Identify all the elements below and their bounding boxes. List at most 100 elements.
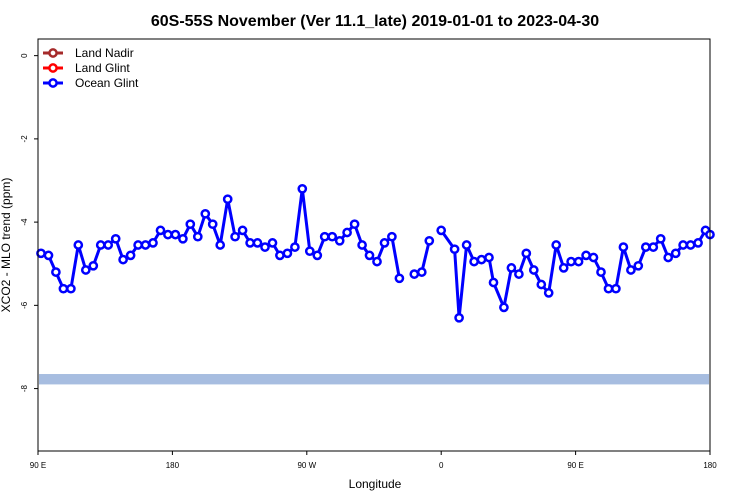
data-point <box>655 233 666 244</box>
data-point <box>95 240 106 250</box>
x-axis-title: Longitude <box>349 477 402 491</box>
data-point <box>416 267 427 277</box>
data-point <box>364 250 375 261</box>
legend-marker <box>48 78 58 88</box>
data-point <box>252 238 263 248</box>
data-point <box>297 183 308 194</box>
data-point <box>588 252 599 263</box>
data-point <box>304 246 315 257</box>
data-point <box>163 229 173 240</box>
data-point <box>476 254 487 265</box>
data-point <box>596 267 606 277</box>
data-point <box>230 231 240 242</box>
data-point <box>387 231 397 242</box>
data-point <box>290 242 300 252</box>
data-point <box>222 194 233 205</box>
legend-label: Ocean Glint <box>75 76 139 90</box>
x-tick-label: 180 <box>703 461 717 470</box>
data-point <box>88 260 99 271</box>
data-point <box>133 240 143 250</box>
data-point <box>484 252 494 263</box>
data-point <box>51 267 61 277</box>
plot-frame <box>37 38 711 452</box>
data-point <box>528 265 539 275</box>
data-point <box>327 231 338 242</box>
data-point <box>566 256 576 267</box>
data-point <box>275 250 285 261</box>
data-point <box>648 242 659 252</box>
data-point <box>603 283 614 294</box>
data-point <box>409 269 420 279</box>
data-point <box>357 240 367 250</box>
data-point <box>148 238 158 248</box>
data-point <box>514 269 524 279</box>
y-tick-label: -4 <box>20 218 29 226</box>
data-point <box>461 240 472 250</box>
y-tick-label: -8 <box>20 384 29 392</box>
data-point <box>192 231 203 242</box>
series-line <box>439 228 712 320</box>
data-point <box>424 235 435 246</box>
data-point <box>449 244 460 255</box>
data-point <box>551 240 562 250</box>
data-point <box>573 256 584 267</box>
data-point <box>372 256 382 267</box>
data-point <box>499 302 509 313</box>
data-point <box>237 225 248 236</box>
data-point <box>558 263 569 273</box>
series-layer <box>36 183 715 323</box>
data-point <box>118 254 128 265</box>
chart-title: 60S-55S November (Ver 11.1_late) 2019-01… <box>151 13 599 30</box>
data-point <box>103 240 114 250</box>
x-tick-label: 90 E <box>567 461 583 470</box>
y-axis-title: XCO2 - MLO trend (ppm) <box>0 178 13 313</box>
data-point <box>178 233 188 244</box>
data-point <box>80 265 91 275</box>
data-point <box>394 273 405 284</box>
data-point <box>379 238 390 248</box>
data-point <box>207 219 218 230</box>
data-point <box>43 250 54 261</box>
series-line <box>40 187 401 291</box>
data-point <box>685 240 696 250</box>
y-axis: 0 -2 -4 -6 -8 <box>20 53 38 392</box>
x-axis: 90 E 180 90 W 0 90 E 180 <box>30 451 717 470</box>
legend-marker <box>48 48 58 58</box>
data-point <box>215 240 226 250</box>
y-tick-label: -2 <box>20 135 29 143</box>
x-tick-label: 90 W <box>297 461 316 470</box>
data-point <box>626 265 636 275</box>
data-point <box>125 250 136 261</box>
y-tick-label: 0 <box>20 53 29 58</box>
data-point <box>334 235 345 246</box>
data-point <box>58 283 69 294</box>
data-point <box>140 240 151 250</box>
x-tick-label: 180 <box>166 461 180 470</box>
data-point <box>670 248 681 259</box>
data-point <box>110 233 121 244</box>
data-point <box>155 225 166 236</box>
data-point <box>543 288 554 298</box>
data-point <box>640 242 651 252</box>
x-tick-label: 90 E <box>30 461 46 470</box>
data-point <box>693 238 703 248</box>
data-point <box>245 238 255 248</box>
data-point <box>454 312 464 323</box>
data-point <box>312 250 323 261</box>
data-point <box>73 240 84 250</box>
data-point <box>678 240 688 250</box>
legend-label: Land Glint <box>75 61 130 75</box>
data-point <box>581 250 591 261</box>
data-point <box>488 277 499 288</box>
data-point <box>260 242 270 252</box>
data-point <box>663 252 674 263</box>
x-tick-label: 0 <box>439 461 444 470</box>
data-point <box>521 248 532 259</box>
data-point <box>282 248 293 259</box>
data-point <box>267 238 278 248</box>
y-tick-label: -6 <box>20 301 29 309</box>
data-point <box>633 260 644 271</box>
data-point <box>611 283 621 294</box>
